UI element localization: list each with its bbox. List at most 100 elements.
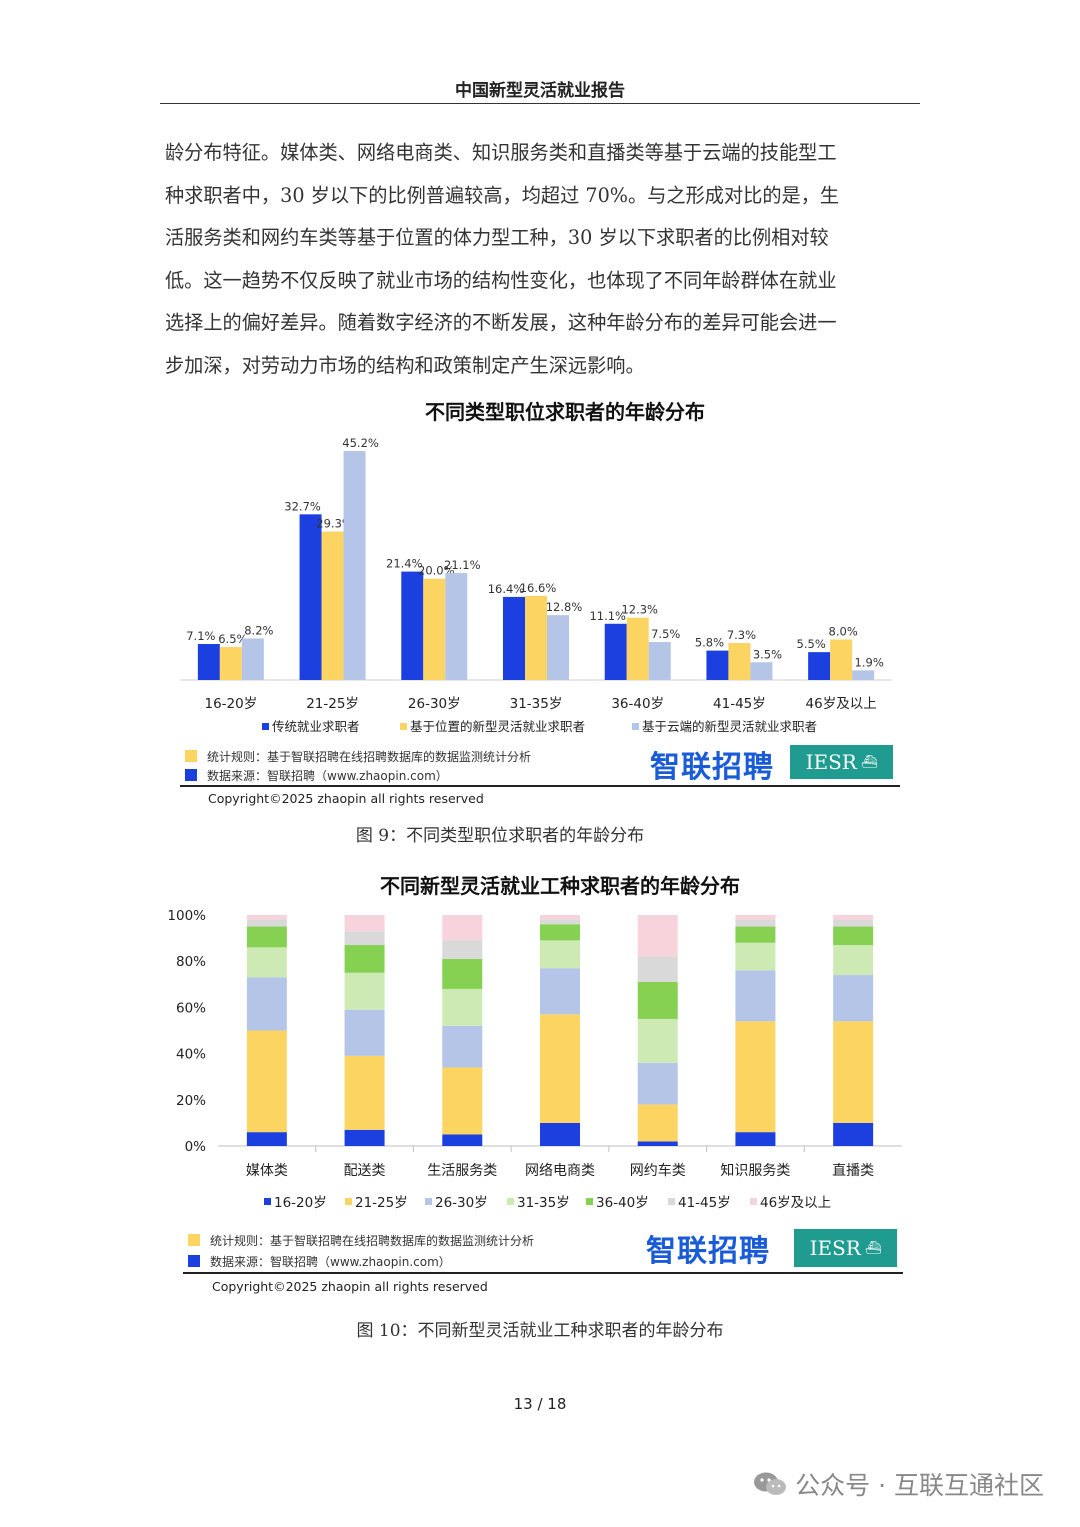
stacked-bar-segment (246, 915, 287, 920)
data-label: 11.1% (589, 609, 626, 623)
blue-square-icon (188, 1255, 200, 1267)
stacked-bar-segment (735, 926, 776, 943)
ship-icon: ⛴ (860, 754, 878, 770)
x-tick-label: 41-45岁 (713, 696, 766, 712)
paragraph-line: 选择上的偏好差异。随着数字经济的不断发展，这种年龄分布的差异可能会进一 (165, 311, 837, 335)
bar (503, 596, 525, 680)
bar (321, 531, 344, 680)
data-label: 16.4% (488, 582, 525, 596)
legend-swatch (425, 1198, 432, 1205)
figure9-rule-text: 统计规则：基于智联招聘在线招聘数据库的数据监测统计分析 (207, 750, 532, 764)
legend-label: 26-30岁 (435, 1195, 488, 1211)
figure9-chart: 7.1% 6.5%8.2%16-20岁32.7%29.3%45.2%21-25岁2… (180, 436, 892, 734)
stacked-bar-segment (344, 915, 385, 932)
stacked-bar-segment (540, 1014, 580, 1123)
legend-swatch (507, 1198, 514, 1205)
stacked-bar-segment (442, 988, 483, 1026)
figure9-source-text: 数据来源：智联招聘（www.zhaopin.com） (207, 769, 448, 783)
y-tick-label: 60% (176, 1000, 206, 1016)
bar (852, 670, 875, 680)
watermark: 公众号 · 互联互通社区 (753, 1466, 1044, 1502)
header-rule (160, 103, 920, 104)
paragraph-line: 低。这一趋势不仅反映了就业市场的结构性变化，也体现了不同年龄群体在就业 (165, 268, 837, 292)
y-tick-label: 100% (167, 908, 206, 924)
data-label: 21.1% (444, 558, 481, 572)
figure9-source-note: 数据来源：智联招聘（www.zhaopin.com） (185, 767, 448, 784)
bar (706, 650, 729, 680)
data-label: 5.5% (797, 637, 826, 651)
bar (830, 639, 853, 680)
legend-swatch (264, 1198, 271, 1205)
data-label: 21.4% (386, 557, 423, 571)
figure10-chart: 0% 20% 40% 60% 80% 100% 媒体类 配送类 生活服务类 网络电商类 网约车类 知识… (167, 908, 902, 1211)
iesr-logo-text: IESR (805, 750, 857, 774)
x-tick-label: 媒体类 (246, 1163, 288, 1179)
zhilian-logo: 智联招聘 (646, 1234, 770, 1269)
paragraph-line: 龄分布特征。媒体类、网络电商类、知识服务类和直播类等基于云端的技能型工 (165, 141, 837, 164)
stacked-bar-segment (540, 968, 580, 1015)
stacked-bar-segment (735, 1021, 776, 1133)
bar (547, 615, 569, 680)
x-tick-label: 36-40岁 (611, 696, 664, 712)
body-paragraph: 龄分布特征。媒体类、网络电商类、知识服务类和直播类等基于云端的技能型工 种求职者… (165, 132, 917, 388)
stacked-bar-segment (637, 1141, 678, 1146)
data-label: 12.8% (546, 600, 583, 614)
legend-swatch (345, 1198, 352, 1205)
data-label: 16.6% (520, 581, 557, 595)
stacked-bar-segment (637, 915, 678, 957)
y-tick-label: 20% (176, 1093, 206, 1109)
stacked-bar-segment (637, 1104, 678, 1142)
legend-swatch (400, 723, 407, 730)
stacked-bar-segment (344, 1129, 385, 1146)
stacked-bar-segment (442, 958, 483, 989)
figure10-copyright: Copyright©2025 zhaopin all rights reserv… (212, 1279, 488, 1294)
page-number: 13 / 18 (513, 1395, 567, 1413)
iesr-logo-text: IESR (809, 1236, 861, 1260)
x-tick-label: 21-25岁 (306, 696, 359, 712)
paragraph-line: 步加深，对劳动力市场的结构和政策制定产生深远影响。 (165, 353, 645, 377)
legend-label: 16-20岁 (274, 1195, 327, 1211)
stacked-bar-segment (637, 1018, 678, 1063)
legend-label: 36-40岁 (596, 1195, 649, 1211)
stacked-bar-segment (833, 919, 874, 927)
x-tick-label: 配送类 (344, 1163, 386, 1179)
figure9-caption: 图 9：不同类型职位求职者的年龄分布 (355, 826, 645, 846)
stacked-bar-segment (833, 1021, 874, 1123)
stacked-bar-segment (735, 919, 776, 927)
stacked-bar-segment (833, 915, 874, 920)
stacked-bar-segment (246, 1030, 287, 1133)
data-label: 3.5% (753, 647, 782, 661)
x-tick-label: 生活服务类 (427, 1163, 497, 1179)
stacked-bar-segment (246, 947, 287, 978)
iesr-logo: IESR ⛴ (790, 745, 893, 779)
bar (445, 573, 468, 680)
bar (401, 571, 424, 680)
zhilian-logo: 智联招聘 (650, 750, 774, 785)
bar (626, 617, 649, 680)
legend-label: 基于云端的新型灵活就业求职者 (642, 719, 817, 734)
stacked-bar-segment (442, 915, 483, 941)
stacked-bar-segment (735, 1132, 776, 1146)
figure9-rule-note: 统计规则：基于智联招聘在线招聘数据库的数据监测统计分析 (185, 748, 531, 765)
yellow-square-icon (185, 750, 197, 762)
yellow-square-icon (188, 1234, 200, 1246)
stacked-bar-segment (344, 945, 385, 973)
stacked-bar-segment (344, 931, 385, 946)
stacked-bar-segment (246, 919, 287, 927)
watermark-text: 公众号 · 互联互通社区 (795, 1471, 1044, 1500)
y-tick-label: 80% (176, 954, 206, 970)
legend-swatch (632, 723, 639, 730)
stacked-bar-segment (833, 1122, 874, 1146)
legend-swatch (668, 1198, 675, 1205)
stacked-bar-segment (735, 942, 776, 971)
figure9-footer-rule (180, 785, 900, 787)
data-label: 7.5% (651, 627, 680, 641)
x-tick-label: 31-35岁 (510, 696, 563, 712)
stacked-bar-segment (344, 1009, 385, 1056)
data-label: 1.9% (855, 655, 884, 669)
stacked-bar-segment (540, 924, 580, 941)
x-tick-label: 26-30岁 (408, 696, 461, 712)
stacked-bar-segment (735, 915, 776, 920)
bar (197, 644, 220, 680)
data-label: 45.2% (342, 436, 379, 450)
